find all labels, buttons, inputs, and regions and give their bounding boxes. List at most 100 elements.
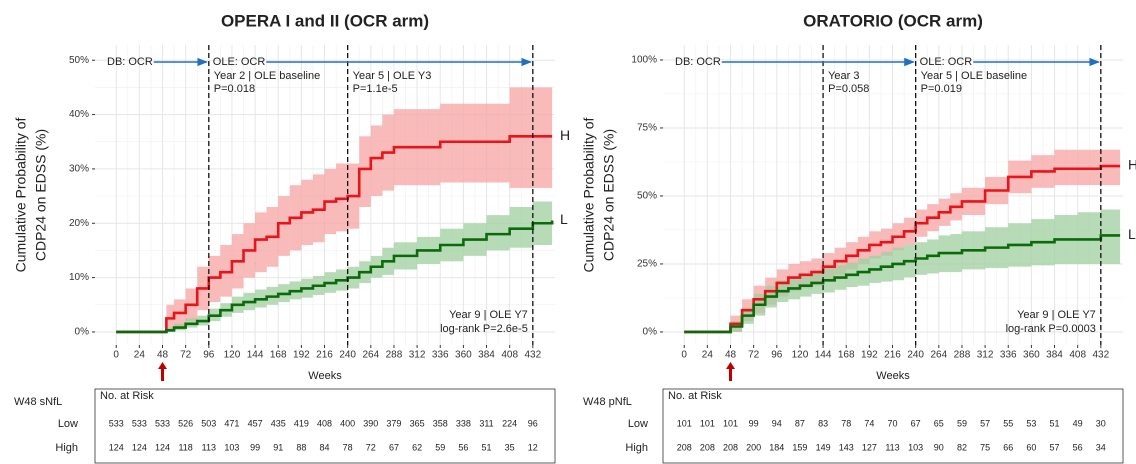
x-tick-label: 120 (792, 350, 809, 361)
y-tick-label: 0% (643, 327, 658, 338)
risk-count: 90 (934, 442, 944, 452)
risk-table-title: No. at Risk (668, 390, 722, 402)
risk-count: 55 (1003, 418, 1013, 428)
risk-count: 82 (957, 442, 967, 452)
milestone-label: Year 3 (828, 70, 859, 82)
y-tick-label: 50% (637, 191, 657, 202)
confidence-band (463, 103, 487, 183)
risk-count: 457 (248, 418, 263, 428)
risk-group-label: W48 sNfL (14, 396, 62, 408)
x-tick-label: 312 (409, 350, 426, 361)
step-line (116, 220, 554, 334)
x-tick-label: 336 (1000, 350, 1017, 361)
risk-count: 72 (366, 442, 376, 452)
milestone-p: log-rank P=2.6e-5 (440, 323, 528, 335)
confidence-band (440, 103, 464, 183)
confidence-band (220, 245, 232, 297)
series-end-label: L (1128, 226, 1136, 242)
y-axis-label: CDP24 on EDSS (%) (601, 129, 617, 261)
risk-count: 74 (864, 418, 874, 428)
highlight-arrow (726, 362, 736, 381)
risk-count: 99 (250, 442, 260, 452)
risk-count: 84 (320, 442, 330, 452)
x-tick-label: 288 (386, 350, 403, 361)
risk-count: 533 (109, 418, 124, 428)
risk-row-label: High (55, 442, 78, 454)
risk-count: 533 (155, 418, 170, 428)
risk-count: 96 (528, 418, 538, 428)
x-tick-label: 0 (113, 350, 119, 361)
risk-count: 65 (934, 418, 944, 428)
x-tick-label: 240 (339, 350, 356, 361)
risk-count: 88 (296, 442, 306, 452)
x-tick-label: 0 (681, 350, 687, 361)
x-tick-label: 408 (501, 350, 518, 361)
risk-count: 101 (677, 418, 692, 428)
risk-count: 208 (677, 442, 692, 452)
y-tick-label: 20% (69, 218, 89, 229)
risk-count: 408 (317, 418, 332, 428)
phase-drug: OCR (948, 56, 973, 68)
milestone-p: P=0.019 (921, 83, 962, 95)
series-end-label: H (1128, 157, 1136, 173)
x-tick-label: 72 (180, 350, 192, 361)
risk-count: 200 (746, 442, 761, 452)
risk-count: 103 (224, 442, 239, 452)
x-tick-label: 240 (907, 350, 924, 361)
x-tick-label: 144 (247, 350, 264, 361)
x-tick-label: 96 (771, 350, 783, 361)
x-tick-label: 216 (884, 350, 901, 361)
phase-label: DB: (107, 56, 125, 68)
x-tick-label: 384 (1046, 350, 1063, 361)
x-tick-label: 432 (524, 350, 541, 361)
risk-count: 59 (957, 418, 967, 428)
x-tick-label: 264 (930, 350, 947, 361)
phase-drug: OCR (696, 56, 721, 68)
milestone-label: Year 5 | OLE baseline (921, 70, 1027, 82)
x-tick-label: 168 (838, 350, 855, 361)
confidence-band (312, 174, 325, 243)
risk-count: 57 (1050, 442, 1060, 452)
risk-count: 358 (433, 418, 448, 428)
step-line (684, 164, 1121, 334)
risk-count: 143 (839, 442, 854, 452)
series-end-label: L (560, 211, 568, 227)
x-tick-label: 144 (815, 350, 832, 361)
confidence-band (532, 87, 553, 188)
risk-count: 57 (980, 418, 990, 428)
milestone-p: log-rank P=0.0003 (1006, 323, 1096, 335)
x-tick-label: 264 (362, 350, 379, 361)
y-axis-label: CDP24 on EDSS (%) (33, 129, 49, 261)
y-axis-label: Cumulative Probability of (581, 117, 597, 272)
phase-drug: OCR (128, 56, 153, 68)
risk-count: 78 (343, 442, 353, 452)
risk-count: 208 (723, 442, 738, 452)
risk-count: 124 (155, 442, 170, 452)
risk-count: 471 (224, 418, 239, 428)
milestone-label: Year 5 | OLE Y3 (353, 70, 432, 82)
risk-count: 503 (201, 418, 216, 428)
confidence-band (278, 196, 290, 256)
chart-title: OPERA I and II (OCR arm) (221, 11, 429, 30)
risk-count: 113 (202, 442, 216, 452)
milestone-p: P=0.018 (214, 83, 255, 95)
risk-count: 435 (271, 418, 286, 428)
risk-count: 70 (888, 418, 898, 428)
risk-count: 66 (1003, 442, 1013, 452)
y-tick-label: 10% (69, 272, 89, 283)
risk-count: 101 (723, 418, 738, 428)
risk-count: 184 (769, 442, 784, 452)
y-tick-label: 0% (75, 327, 90, 338)
x-tick-label: 192 (293, 350, 310, 361)
confidence-band (370, 125, 383, 197)
x-tick-label: 360 (1023, 350, 1040, 361)
risk-count: 62 (412, 442, 422, 452)
confidence-band (359, 136, 371, 207)
risk-table-box (94, 388, 556, 464)
risk-count: 87 (795, 418, 805, 428)
risk-count: 78 (841, 418, 851, 428)
y-axis-label: Cumulative Probability of (13, 117, 29, 272)
x-tick-label: 360 (455, 350, 472, 361)
phase-label: DB: (675, 56, 693, 68)
risk-count: 208 (700, 442, 715, 452)
